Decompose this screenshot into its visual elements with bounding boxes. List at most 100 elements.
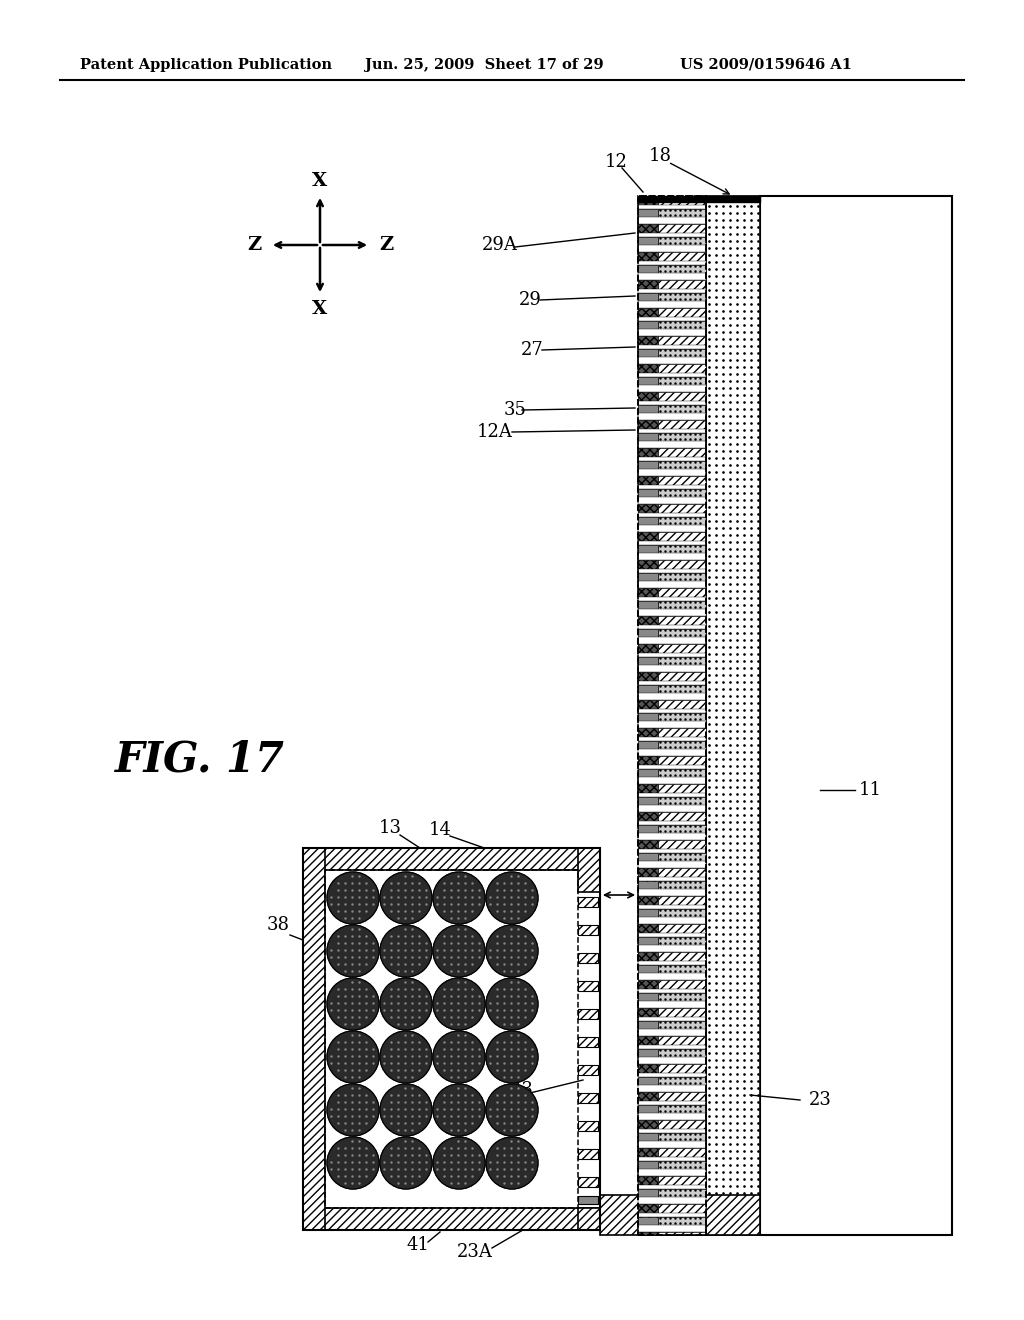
Bar: [658, 461, 706, 469]
Bar: [638, 308, 658, 317]
Circle shape: [380, 925, 432, 977]
Bar: [658, 729, 706, 737]
Bar: [638, 405, 658, 413]
Bar: [638, 457, 706, 461]
Bar: [638, 238, 658, 246]
Bar: [638, 616, 658, 624]
Bar: [638, 301, 706, 308]
Bar: [638, 1140, 706, 1148]
Bar: [658, 195, 706, 205]
Bar: [638, 952, 658, 961]
Bar: [638, 216, 706, 224]
Text: 14: 14: [429, 821, 452, 840]
Bar: [578, 953, 598, 964]
Bar: [638, 1101, 706, 1105]
Circle shape: [327, 873, 379, 924]
Bar: [638, 532, 658, 541]
Bar: [658, 1064, 706, 1073]
Bar: [638, 587, 658, 597]
Circle shape: [327, 1084, 379, 1137]
Bar: [638, 441, 706, 447]
Bar: [638, 392, 658, 401]
Bar: [638, 293, 658, 301]
Bar: [658, 587, 706, 597]
Bar: [638, 224, 658, 234]
Bar: [638, 672, 658, 681]
Bar: [638, 317, 706, 321]
Bar: [638, 770, 658, 777]
Bar: [658, 1077, 706, 1085]
Text: Z: Z: [379, 236, 393, 253]
Bar: [658, 560, 706, 569]
Bar: [658, 1008, 706, 1016]
Bar: [638, 1176, 658, 1185]
Bar: [658, 952, 706, 961]
Bar: [638, 1225, 706, 1232]
Bar: [638, 1085, 706, 1092]
Bar: [706, 195, 760, 202]
Bar: [638, 447, 658, 457]
Bar: [638, 840, 658, 849]
Bar: [638, 909, 658, 917]
Bar: [578, 981, 598, 991]
Bar: [760, 195, 952, 1236]
Bar: [578, 1177, 598, 1187]
Bar: [638, 337, 658, 345]
Bar: [600, 1195, 760, 1236]
Bar: [638, 709, 706, 713]
Bar: [638, 1030, 706, 1036]
Circle shape: [327, 978, 379, 1030]
Bar: [658, 979, 706, 989]
Bar: [638, 289, 706, 293]
Circle shape: [380, 1084, 432, 1137]
Bar: [658, 1020, 706, 1030]
Bar: [638, 601, 658, 609]
Bar: [658, 869, 706, 876]
Bar: [638, 329, 706, 337]
Circle shape: [327, 925, 379, 977]
Bar: [638, 413, 706, 420]
Circle shape: [486, 1084, 538, 1137]
Text: 41: 41: [407, 1236, 429, 1254]
Bar: [638, 553, 706, 560]
Bar: [578, 898, 598, 907]
Bar: [638, 979, 658, 989]
Bar: [658, 853, 706, 861]
Bar: [638, 348, 658, 356]
Bar: [658, 1092, 706, 1101]
Bar: [658, 1119, 706, 1129]
Bar: [638, 888, 706, 896]
Circle shape: [433, 978, 485, 1030]
Bar: [638, 825, 658, 833]
Bar: [658, 896, 706, 906]
Text: X: X: [312, 172, 328, 190]
Bar: [638, 721, 706, 729]
Bar: [658, 1232, 706, 1236]
Bar: [638, 766, 706, 770]
Bar: [658, 488, 706, 498]
Bar: [638, 1008, 658, 1016]
Bar: [638, 364, 658, 374]
Text: 11: 11: [858, 781, 882, 799]
Bar: [638, 756, 658, 766]
Bar: [638, 1204, 658, 1213]
Bar: [638, 784, 658, 793]
Bar: [638, 993, 658, 1001]
Bar: [638, 560, 658, 569]
Bar: [638, 812, 658, 821]
Text: FIG. 17: FIG. 17: [115, 739, 285, 781]
Bar: [638, 748, 706, 756]
Circle shape: [486, 925, 538, 977]
Bar: [303, 847, 600, 870]
Bar: [638, 517, 658, 525]
Bar: [638, 261, 706, 265]
Bar: [658, 965, 706, 973]
Bar: [638, 280, 658, 289]
Bar: [658, 713, 706, 721]
Circle shape: [327, 1031, 379, 1082]
Bar: [638, 252, 658, 261]
Bar: [658, 784, 706, 793]
Bar: [638, 1232, 658, 1236]
Bar: [658, 447, 706, 457]
Bar: [638, 429, 706, 433]
